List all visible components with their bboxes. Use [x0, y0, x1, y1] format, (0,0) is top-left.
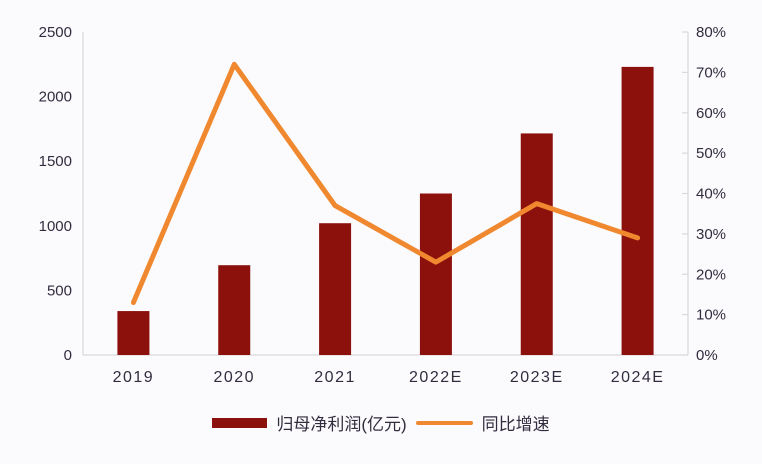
left-axis-tick-label: 500 — [47, 282, 72, 299]
chart-svg: 0 500 1000 1500 2000 2500 0% 10% 20% 30% 40% 50% 60%… — [39, 24, 726, 386]
right-axis-tick-label: 80% — [696, 24, 726, 41]
right-axis-tick-label: 10% — [696, 307, 726, 324]
x-axis-label-2022E: 2022E — [409, 369, 463, 386]
x-axis-label-2021: 2021 — [314, 369, 356, 386]
legend-bar-swatch — [212, 417, 268, 428]
right-axis-tick-label: 20% — [696, 266, 726, 283]
x-axis-label-2024E: 2024E — [611, 369, 665, 386]
bar-2024E — [621, 66, 654, 355]
x-axis-label-2023E: 2023E — [510, 369, 564, 386]
x-axis-label-2020: 2020 — [213, 369, 255, 386]
left-axis-tick-label: 2500 — [39, 24, 72, 41]
bar-2020 — [218, 265, 251, 355]
bar-2019 — [117, 311, 150, 355]
left-axis-tick-label: 1500 — [39, 153, 72, 170]
right-axis-tick-label: 0% — [696, 347, 718, 364]
left-axis-tick-label: 0 — [64, 347, 72, 364]
right-axis-tick-label: 30% — [696, 226, 726, 243]
right-axis-tick-label: 50% — [696, 145, 726, 162]
growth-rate-line — [130, 61, 641, 306]
right-axis-tick-label: 70% — [696, 64, 726, 81]
bar-2023E — [520, 133, 553, 355]
left-axis-tick-label: 1000 — [39, 218, 72, 235]
legend-line-label: 同比增速 — [481, 415, 550, 434]
right-axis-tick-label: 60% — [696, 105, 726, 122]
x-axis-label-2019: 2019 — [113, 369, 155, 386]
bar-2022E — [419, 193, 452, 355]
legend: 归母净利润(亿元) 同比增速 — [0, 410, 762, 435]
legend-bar-label: 归母净利润(亿元) — [276, 415, 407, 434]
legend-line-swatch — [415, 420, 473, 425]
right-axis-tick-label: 40% — [696, 186, 726, 203]
bar-2021 — [319, 223, 352, 355]
left-axis-tick-label: 2000 — [39, 89, 72, 106]
